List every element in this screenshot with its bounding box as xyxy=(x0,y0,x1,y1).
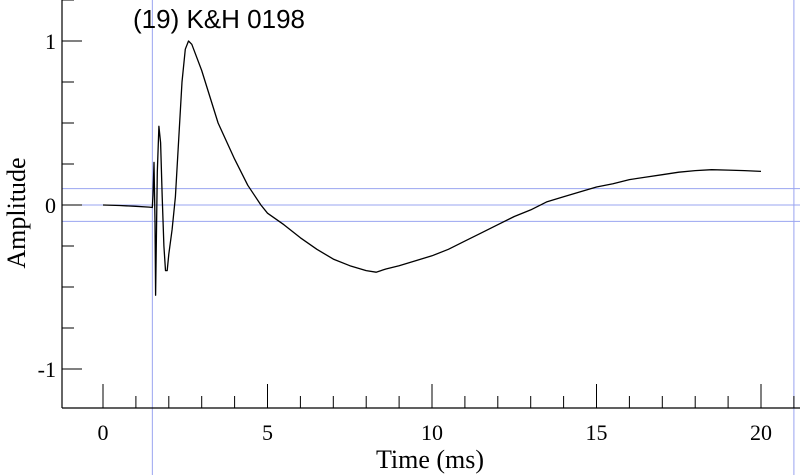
reference-lines xyxy=(62,0,800,475)
y-tick-label: 1 xyxy=(45,29,56,54)
x-tick-label: 0 xyxy=(98,420,109,445)
x-tick-label: 15 xyxy=(586,420,608,445)
ticks xyxy=(62,0,795,408)
axes xyxy=(61,0,800,409)
x-tick-label: 20 xyxy=(750,420,772,445)
x-axis-title: Time (ms) xyxy=(376,445,484,474)
x-tick-label: 5 xyxy=(262,420,273,445)
y-tick-label: 0 xyxy=(45,193,56,218)
y-axis-title: Amplitude xyxy=(2,157,31,268)
series-line-0 xyxy=(102,40,762,296)
chart-title: (19) K&H 0198 xyxy=(133,4,305,34)
y-tick-label: -1 xyxy=(38,357,56,382)
x-tick-label: 10 xyxy=(421,420,443,445)
series-group xyxy=(102,40,762,296)
tick-labels: 0 5 10 15 20 -1 0 1 xyxy=(38,29,772,445)
